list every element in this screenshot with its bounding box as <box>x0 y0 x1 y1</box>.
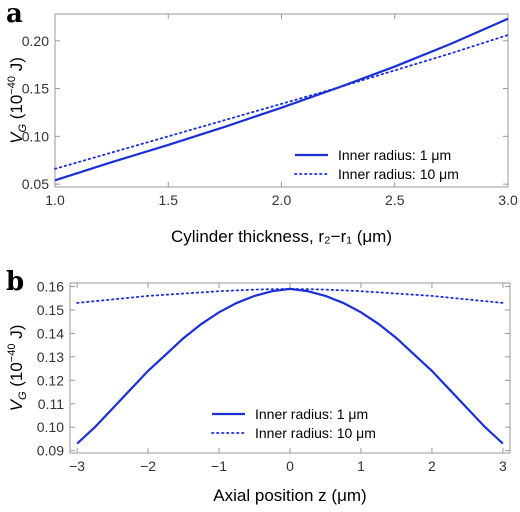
x-tick-label: 0 <box>286 458 294 474</box>
y-tick-label: 0.16 <box>37 279 64 295</box>
x-tick-label: −3 <box>69 458 85 474</box>
x-tick-label: 3.0 <box>498 192 518 208</box>
y-tick-label: 0.10 <box>22 128 49 144</box>
x-axis-label: Cylinder thickness, r₂−r₁ (μm) <box>171 227 392 246</box>
series-line-1 <box>54 17 509 182</box>
y-tick-label: 0.15 <box>22 81 49 97</box>
series-line-1 <box>76 287 504 445</box>
x-axis-label: Axial position z (μm) <box>213 486 366 505</box>
x-tick-label: 1.5 <box>159 192 179 208</box>
y-axis-label: VG (10−40 J) <box>6 325 29 412</box>
x-tick-label: −1 <box>211 458 227 474</box>
y-tick-label: 0.11 <box>38 396 64 412</box>
panel-b-chart: b −3 −2 −1 0 1 2 3 0.09 0.10 0.11 0.12 0.13 0.14 0.15 0… <box>6 267 511 505</box>
panel-letter: b <box>6 267 24 297</box>
y-axis-label: VG (10−40 J) <box>6 57 29 144</box>
panel-letter: a <box>6 0 23 29</box>
x-tick-label: 2 <box>428 458 436 474</box>
x-tick-label: −2 <box>140 458 156 474</box>
y-tick-label: 0.09 <box>37 443 64 459</box>
x-tick-label: 1 <box>357 458 365 474</box>
y-tick-label: 0.05 <box>22 176 49 192</box>
x-tick-label: 2.5 <box>385 192 405 208</box>
series-line-2 <box>54 34 509 170</box>
legend-label-1: Inner radius: 1 μm <box>338 147 451 163</box>
legend-label-2: Inner radius: 10 μm <box>255 425 376 441</box>
y-tick-label: 0.10 <box>37 419 64 435</box>
x-tick-label: 2.0 <box>272 192 292 208</box>
legend-label-2: Inner radius: 10 μm <box>338 166 459 182</box>
legend-label-1: Inner radius: 1 μm <box>255 406 368 422</box>
y-tick-label: 0.14 <box>37 325 64 341</box>
x-tick-label: 1.0 <box>45 192 65 208</box>
y-tick-label: 0.15 <box>37 302 64 318</box>
y-tick-label: 0.12 <box>37 372 64 388</box>
y-tick-label: 0.13 <box>37 349 64 365</box>
y-tick-label: 0.20 <box>22 33 49 49</box>
x-tick-label: 3 <box>499 458 507 474</box>
series-line-2 <box>76 287 504 304</box>
panel-a-chart: a 1.0 1.5 2.0 2.5 3.0 0.05 0.10 0.15 0.20 Inner ra… <box>6 0 518 246</box>
